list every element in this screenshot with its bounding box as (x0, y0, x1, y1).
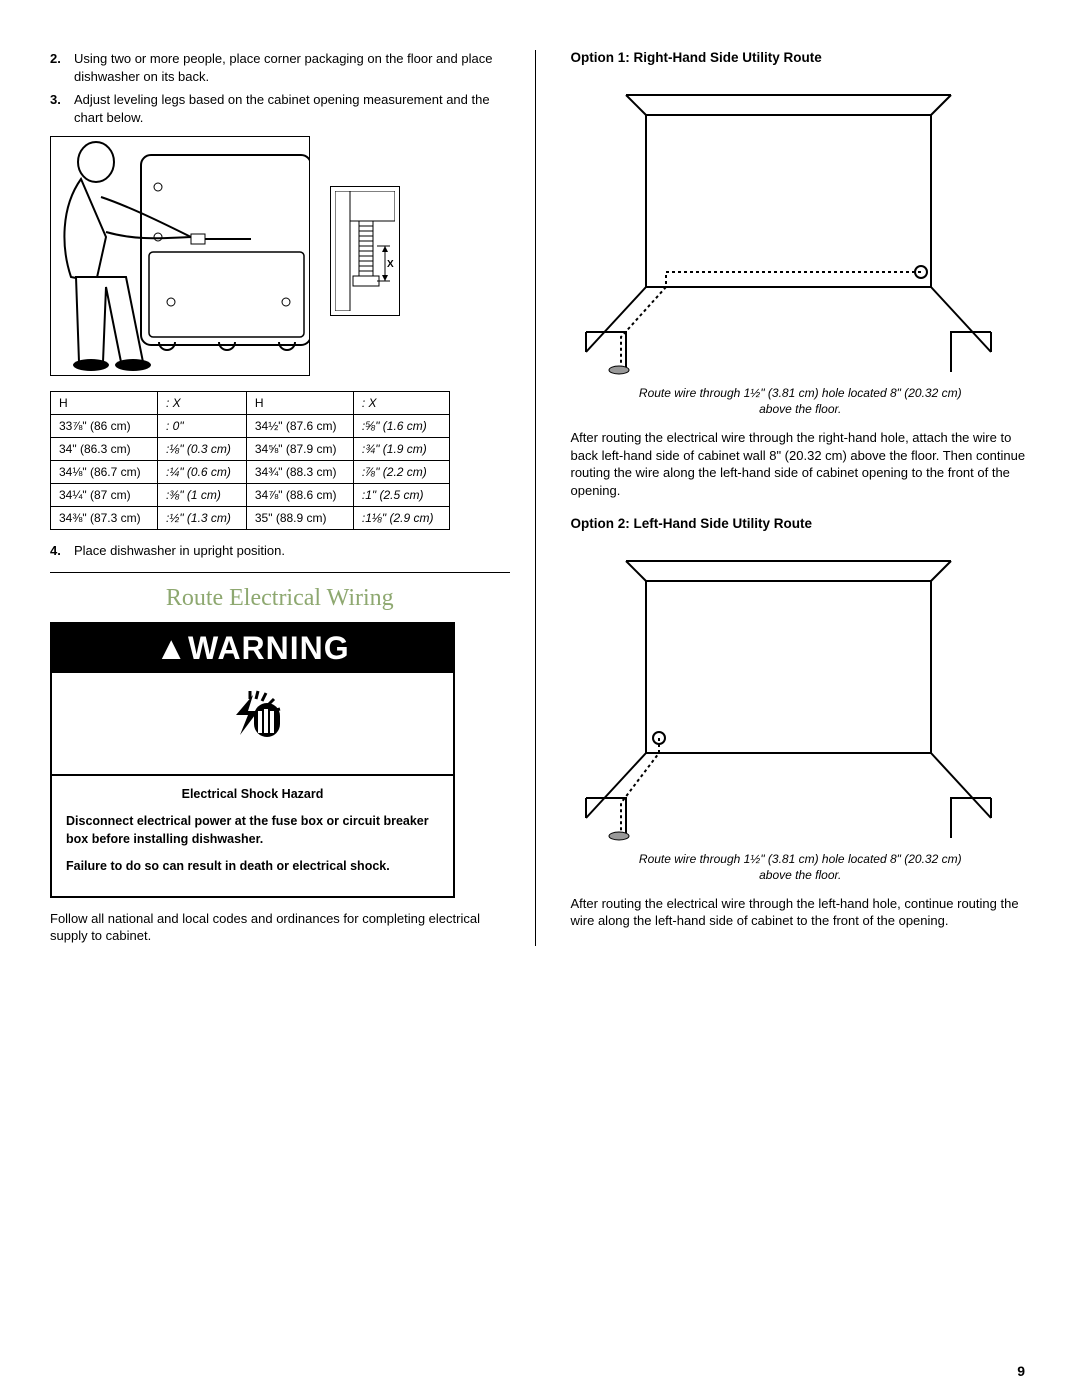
table-row: 33⅞" (86 cm): 0"34½" (87.6 cm):⅝" (1.6 c… (51, 415, 450, 438)
shock-hazard-icon (52, 673, 453, 776)
col-x1: : X (157, 392, 246, 415)
step-2: 2. Using two or more people, place corne… (50, 50, 510, 85)
illustration-row: X (50, 136, 510, 376)
warning-line-1: Disconnect electrical power at the fuse … (66, 813, 439, 848)
option2-diagram (571, 543, 1001, 843)
step-3: 3. Adjust leveling legs based on the cab… (50, 91, 510, 126)
option1-body: After routing the electrical wire throug… (571, 429, 1031, 499)
step-num: 4. (50, 542, 74, 560)
hazard-title: Electrical Shock Hazard (66, 786, 439, 804)
follow-codes-text: Follow all national and local codes and … (50, 910, 510, 945)
page-number: 9 (1017, 1363, 1025, 1379)
x-label: X (387, 259, 394, 270)
left-column: 2. Using two or more people, place corne… (50, 50, 536, 946)
step-4: 4. Place dishwasher in upright position. (50, 542, 510, 560)
table-header-row: H : X H : X (51, 392, 450, 415)
step-list-2: 4. Place dishwasher in upright position. (50, 542, 510, 560)
col-h1: H (51, 392, 158, 415)
warning-box: ▲WARNING Electrical Shock Hazard Disconn… (50, 622, 455, 898)
step-list: 2. Using two or more people, place corne… (50, 50, 510, 126)
step-num: 2. (50, 50, 74, 85)
table-row: 34⅜" (87.3 cm):½" (1.3 cm)35" (88.9 cm):… (51, 507, 450, 530)
warning-body: Electrical Shock Hazard Disconnect elect… (52, 776, 453, 896)
warning-header: ▲WARNING (52, 624, 453, 673)
option2-caption: Route wire through 1½" (3.81 cm) hole lo… (635, 851, 965, 883)
step-text: Adjust leveling legs based on the cabine… (74, 91, 510, 126)
table-row: 34" (86.3 cm):⅛" (0.3 cm)34⅝" (87.9 cm):… (51, 438, 450, 461)
step-text: Place dishwasher in upright position. (74, 542, 510, 560)
option2-title: Option 2: Left-Hand Side Utility Route (571, 516, 1031, 531)
section-heading: Route Electrical Wiring (50, 585, 510, 612)
table-row: 34¼" (87 cm):⅜" (1 cm)34⅞" (88.6 cm):1" … (51, 484, 450, 507)
option1-title: Option 1: Right-Hand Side Utility Route (571, 50, 1031, 65)
warning-header-text: WARNING (188, 630, 350, 666)
divider (50, 572, 510, 573)
option1-caption: Route wire through 1½" (3.81 cm) hole lo… (635, 385, 965, 417)
dishwasher-placement-illustration (50, 136, 310, 376)
col-h2: H (246, 392, 353, 415)
col-x2: : X (353, 392, 449, 415)
warning-line-2: Failure to do so can result in death or … (66, 858, 439, 876)
step-text: Using two or more people, place corner p… (74, 50, 510, 85)
option1-diagram (571, 77, 1001, 377)
option2-body: After routing the electrical wire throug… (571, 895, 1031, 930)
table-row: 34⅛" (86.7 cm):¼" (0.6 cm)34¾" (88.3 cm)… (51, 461, 450, 484)
leveling-leg-illustration: X (330, 186, 400, 316)
warning-triangle-icon: ▲ (155, 630, 188, 666)
step-num: 3. (50, 91, 74, 126)
leveling-table: H : X H : X 33⅞" (86 cm): 0"34½" (87.6 c… (50, 391, 450, 530)
right-column: Option 1: Right-Hand Side Utility Route (566, 50, 1031, 946)
